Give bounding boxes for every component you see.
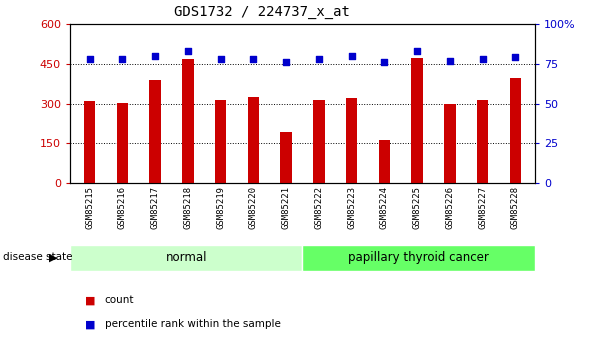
Bar [117,103,128,183]
Point [150,53,160,59]
Bar [150,80,161,183]
Bar [247,97,259,183]
Text: GSM85215: GSM85215 [85,186,94,229]
Text: GSM85224: GSM85224 [380,186,389,229]
Bar [477,100,488,183]
Text: GSM85217: GSM85217 [151,186,159,229]
Text: GSM85220: GSM85220 [249,186,258,229]
Point [117,56,127,62]
Bar [215,100,226,183]
Text: GSM85216: GSM85216 [118,186,127,229]
Text: GSM85223: GSM85223 [347,186,356,229]
Text: GSM85221: GSM85221 [282,186,291,229]
Point [478,56,488,62]
Text: papillary thyroid cancer: papillary thyroid cancer [348,252,489,264]
Text: GSM85227: GSM85227 [478,186,487,229]
Bar [379,140,390,183]
Text: count: count [105,295,134,305]
Text: GSM85225: GSM85225 [413,186,421,229]
Bar [280,132,292,183]
Point [511,55,520,60]
Bar [182,59,193,183]
Text: percentile rank within the sample: percentile rank within the sample [105,319,280,329]
Point [347,53,356,59]
Bar [70,245,302,271]
Bar [84,101,95,183]
Text: GDS1732 / 224737_x_at: GDS1732 / 224737_x_at [173,5,350,19]
Text: ▶: ▶ [49,253,58,263]
Point [379,59,389,65]
Bar [444,104,455,183]
Point [216,56,226,62]
Text: normal: normal [165,252,207,264]
Bar [313,100,325,183]
Text: GSM85218: GSM85218 [184,186,192,229]
Text: disease state: disease state [3,252,72,262]
Text: GSM85228: GSM85228 [511,186,520,229]
Point [183,48,193,54]
Point [445,58,455,63]
Point [314,56,323,62]
Point [85,56,94,62]
Point [282,59,291,65]
Text: GSM85222: GSM85222 [314,186,323,229]
Bar [412,58,423,183]
Bar [510,78,521,183]
Point [412,48,422,54]
Point [249,56,258,62]
Text: GSM85226: GSM85226 [446,186,454,229]
Text: ■: ■ [85,295,95,305]
Text: ■: ■ [85,319,95,329]
Bar [302,245,535,271]
Bar [346,98,358,183]
Text: GSM85219: GSM85219 [216,186,225,229]
